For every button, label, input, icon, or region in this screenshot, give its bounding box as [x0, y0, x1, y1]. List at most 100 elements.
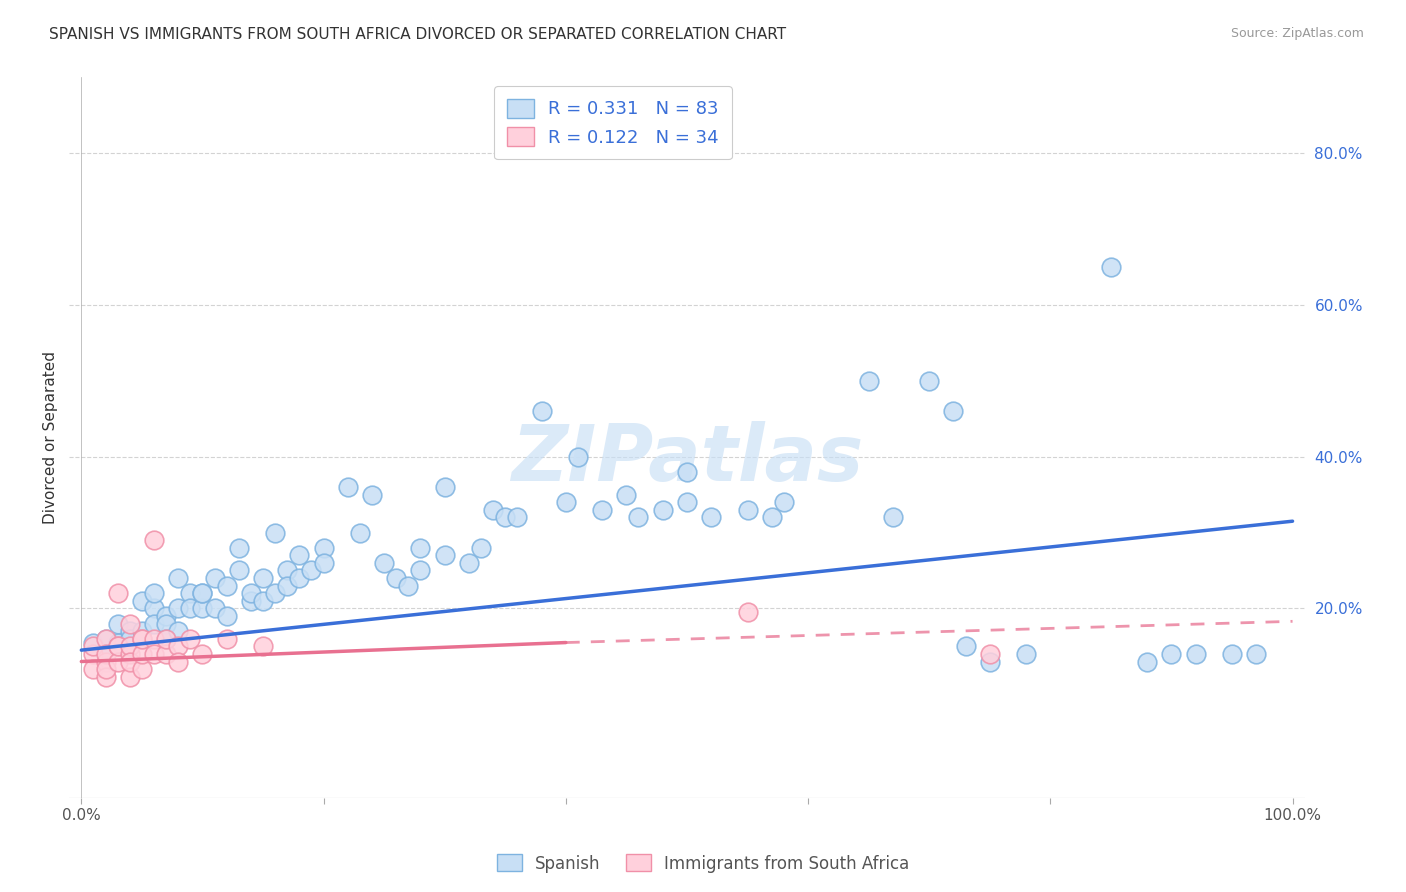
- Point: [131, 662, 153, 676]
- Point: [143, 601, 166, 615]
- Point: [155, 632, 177, 646]
- Point: [737, 503, 759, 517]
- Point: [567, 450, 589, 464]
- Point: [772, 495, 794, 509]
- Text: SPANISH VS IMMIGRANTS FROM SOUTH AFRICA DIVORCED OR SEPARATED CORRELATION CHART: SPANISH VS IMMIGRANTS FROM SOUTH AFRICA …: [49, 27, 786, 42]
- Point: [131, 594, 153, 608]
- Point: [458, 556, 481, 570]
- Point: [409, 541, 432, 555]
- Point: [385, 571, 408, 585]
- Point: [482, 503, 505, 517]
- Point: [252, 640, 274, 654]
- Legend: Spanish, Immigrants from South Africa: Spanish, Immigrants from South Africa: [491, 847, 915, 880]
- Point: [228, 541, 250, 555]
- Point: [167, 624, 190, 639]
- Point: [737, 605, 759, 619]
- Point: [1015, 647, 1038, 661]
- Point: [918, 374, 941, 388]
- Point: [215, 609, 238, 624]
- Point: [858, 374, 880, 388]
- Point: [131, 632, 153, 646]
- Point: [979, 655, 1001, 669]
- Point: [239, 594, 262, 608]
- Point: [530, 404, 553, 418]
- Point: [118, 647, 141, 661]
- Point: [1099, 260, 1122, 274]
- Point: [191, 586, 214, 600]
- Point: [118, 632, 141, 646]
- Point: [155, 647, 177, 661]
- Point: [107, 616, 129, 631]
- Point: [942, 404, 965, 418]
- Point: [882, 510, 904, 524]
- Point: [276, 564, 298, 578]
- Point: [215, 632, 238, 646]
- Point: [118, 655, 141, 669]
- Point: [155, 609, 177, 624]
- Point: [143, 533, 166, 548]
- Point: [167, 601, 190, 615]
- Point: [94, 662, 117, 676]
- Point: [94, 647, 117, 661]
- Point: [94, 632, 117, 646]
- Point: [191, 647, 214, 661]
- Point: [143, 632, 166, 646]
- Point: [676, 495, 699, 509]
- Point: [118, 640, 141, 654]
- Point: [155, 616, 177, 631]
- Point: [1220, 647, 1243, 661]
- Point: [143, 647, 166, 661]
- Point: [191, 586, 214, 600]
- Legend: R = 0.331   N = 83, R = 0.122   N = 34: R = 0.331 N = 83, R = 0.122 N = 34: [494, 87, 731, 160]
- Point: [288, 571, 311, 585]
- Point: [276, 579, 298, 593]
- Point: [239, 586, 262, 600]
- Point: [107, 640, 129, 654]
- Point: [107, 635, 129, 649]
- Point: [82, 635, 104, 649]
- Point: [955, 640, 977, 654]
- Point: [179, 601, 201, 615]
- Point: [143, 586, 166, 600]
- Point: [616, 488, 638, 502]
- Point: [396, 579, 419, 593]
- Point: [433, 480, 456, 494]
- Point: [131, 647, 153, 661]
- Text: ZIPatlas: ZIPatlas: [510, 421, 863, 498]
- Point: [131, 624, 153, 639]
- Point: [191, 601, 214, 615]
- Point: [409, 564, 432, 578]
- Point: [82, 647, 104, 661]
- Point: [167, 640, 190, 654]
- Point: [433, 549, 456, 563]
- Point: [107, 640, 129, 654]
- Point: [761, 510, 783, 524]
- Text: Source: ZipAtlas.com: Source: ZipAtlas.com: [1230, 27, 1364, 40]
- Point: [361, 488, 384, 502]
- Point: [82, 640, 104, 654]
- Point: [301, 564, 323, 578]
- Point: [1184, 647, 1206, 661]
- Point: [228, 564, 250, 578]
- Point: [1244, 647, 1267, 661]
- Point: [312, 556, 335, 570]
- Point: [1136, 655, 1159, 669]
- Point: [118, 624, 141, 639]
- Point: [554, 495, 576, 509]
- Point: [179, 586, 201, 600]
- Point: [167, 571, 190, 585]
- Point: [627, 510, 650, 524]
- Point: [591, 503, 613, 517]
- Point: [312, 541, 335, 555]
- Point: [118, 616, 141, 631]
- Point: [131, 632, 153, 646]
- Point: [82, 662, 104, 676]
- Point: [179, 632, 201, 646]
- Y-axis label: Divorced or Separated: Divorced or Separated: [44, 351, 58, 524]
- Point: [118, 670, 141, 684]
- Point: [979, 647, 1001, 661]
- Point: [107, 655, 129, 669]
- Point: [1160, 647, 1182, 661]
- Point: [676, 465, 699, 479]
- Point: [107, 586, 129, 600]
